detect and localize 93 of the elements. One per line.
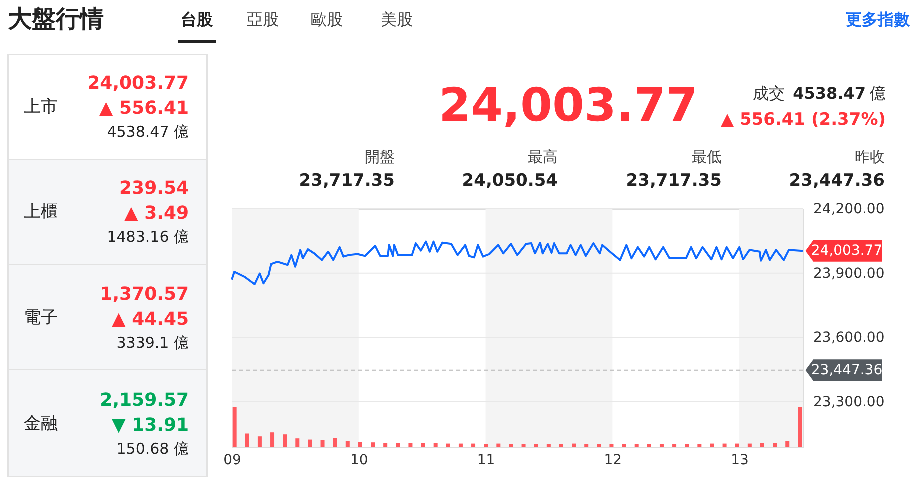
text: 歐股 (311, 10, 343, 29)
line-series (231, 240, 804, 286)
bar (572, 444, 576, 447)
bar (672, 444, 677, 447)
text: 24,003.77 (88, 73, 189, 94)
text: 億 (870, 84, 886, 103)
text: 電子 (24, 308, 58, 328)
text: 150.68 億 (116, 440, 189, 458)
bar (534, 444, 538, 447)
bar (634, 444, 639, 447)
ref-line-label: 23,447.36 (811, 362, 883, 378)
bar (258, 436, 262, 447)
text: 3339.1 億 (116, 334, 189, 352)
text: 23,447.36 (789, 171, 885, 191)
bar (421, 443, 426, 447)
text: 最低 (692, 148, 722, 166)
text: 2,159.57 (100, 390, 189, 411)
text: 大盤行情 (8, 5, 104, 33)
bar (396, 443, 400, 447)
bar (496, 444, 501, 447)
text: 金融 (24, 414, 58, 434)
bar (610, 444, 614, 447)
x-tick-label: 09 (224, 452, 242, 468)
bar (434, 443, 438, 447)
bar (710, 444, 714, 447)
bar (786, 441, 790, 447)
text: ▲ 556.41 (99, 98, 189, 119)
text: 亞股 (247, 10, 279, 29)
text: 24,003.77 (439, 78, 698, 132)
text: 4538.47 (793, 84, 866, 103)
bar (333, 438, 338, 447)
bar (509, 444, 514, 447)
x-tick-label: 12 (604, 452, 622, 468)
text: 4538.47 億 (107, 123, 189, 141)
bar (458, 444, 463, 447)
bar (446, 444, 450, 447)
bar (484, 444, 488, 447)
bar (232, 407, 237, 447)
bar (622, 444, 626, 447)
bar (660, 444, 664, 447)
text: 台股 (181, 10, 214, 29)
text: 23,717.35 (299, 171, 395, 191)
bar (722, 444, 727, 447)
text: 上市 (24, 97, 58, 117)
bar (647, 444, 652, 447)
bar (698, 444, 702, 447)
text: 最高 (528, 148, 558, 166)
bar (320, 440, 325, 447)
text: 1,370.57 (100, 284, 189, 305)
text: 239.54 (120, 178, 189, 199)
text: ▲ 3.49 (124, 203, 189, 224)
y-tick-label: 24,200.00 (814, 202, 885, 218)
text: 24,050.54 (462, 171, 558, 191)
bar (597, 444, 602, 447)
bar (559, 444, 564, 447)
bar (546, 444, 551, 447)
text: 1483.16 億 (107, 228, 189, 246)
text: 昨收 (855, 148, 885, 166)
x-tick-label: 11 (477, 452, 496, 468)
y-tick-label: 23,900.00 (814, 266, 885, 282)
text: ▲ 44.45 (112, 309, 189, 330)
bar (358, 442, 362, 447)
bar (748, 444, 752, 447)
bar (384, 443, 388, 447)
text: ▼ 13.91 (112, 415, 189, 436)
bar (283, 434, 288, 447)
bar (472, 444, 476, 447)
annotation: 24,003.77 (811, 243, 883, 260)
bar (296, 438, 300, 447)
text: 成交 (753, 84, 785, 103)
bar (735, 444, 740, 447)
text: 23,717.35 (626, 171, 722, 191)
bar (773, 443, 778, 447)
x-tick-label: 10 (350, 452, 368, 468)
y-tick-label: 23,600.00 (814, 330, 885, 346)
bar (308, 440, 312, 447)
bar (270, 432, 275, 447)
bar (522, 444, 526, 447)
bar (584, 444, 589, 447)
bar (245, 434, 250, 447)
bar (408, 443, 413, 447)
y-tick-label: 23,300.00 (814, 394, 885, 410)
bar (798, 407, 802, 447)
x-tick-label: 13 (731, 452, 749, 468)
text: 美股 (381, 10, 413, 29)
bar (371, 442, 376, 447)
text: 更多指數 (846, 10, 911, 29)
text: ▲ 556.41 (2.37%) (720, 110, 886, 130)
bar (346, 441, 350, 447)
bar (685, 444, 690, 447)
text: 開盤 (365, 148, 395, 166)
text: 上櫃 (24, 202, 58, 222)
bar (760, 443, 764, 447)
